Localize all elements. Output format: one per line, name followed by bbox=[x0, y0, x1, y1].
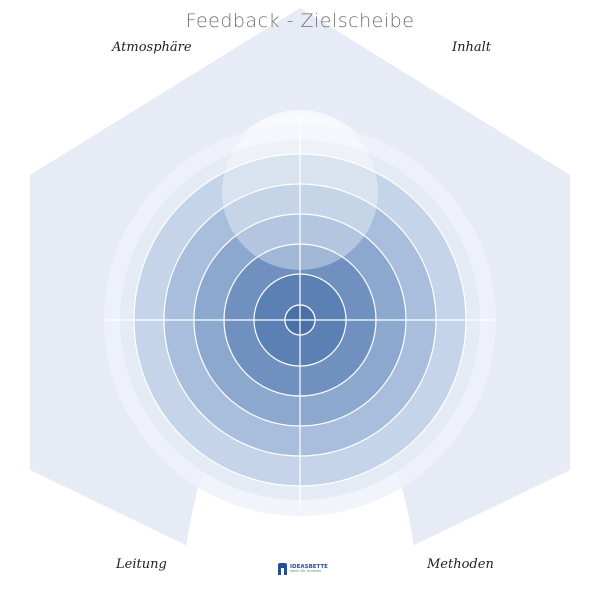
label-atmosphaere: Atmosphäre bbox=[112, 40, 192, 55]
page-title: Feedback - Zielscheibe bbox=[185, 10, 415, 32]
logo-icon bbox=[278, 563, 287, 575]
label-leitung: Leitung bbox=[116, 557, 167, 572]
logo-tagline: Ideen für Anderes bbox=[290, 569, 322, 573]
label-methoden: Methoden bbox=[427, 557, 494, 572]
logo: IDEASBETTE Ideen für Anderes bbox=[278, 563, 328, 575]
logo-name: IDEASBETTE bbox=[290, 563, 328, 570]
label-inhalt: Inhalt bbox=[452, 40, 492, 55]
